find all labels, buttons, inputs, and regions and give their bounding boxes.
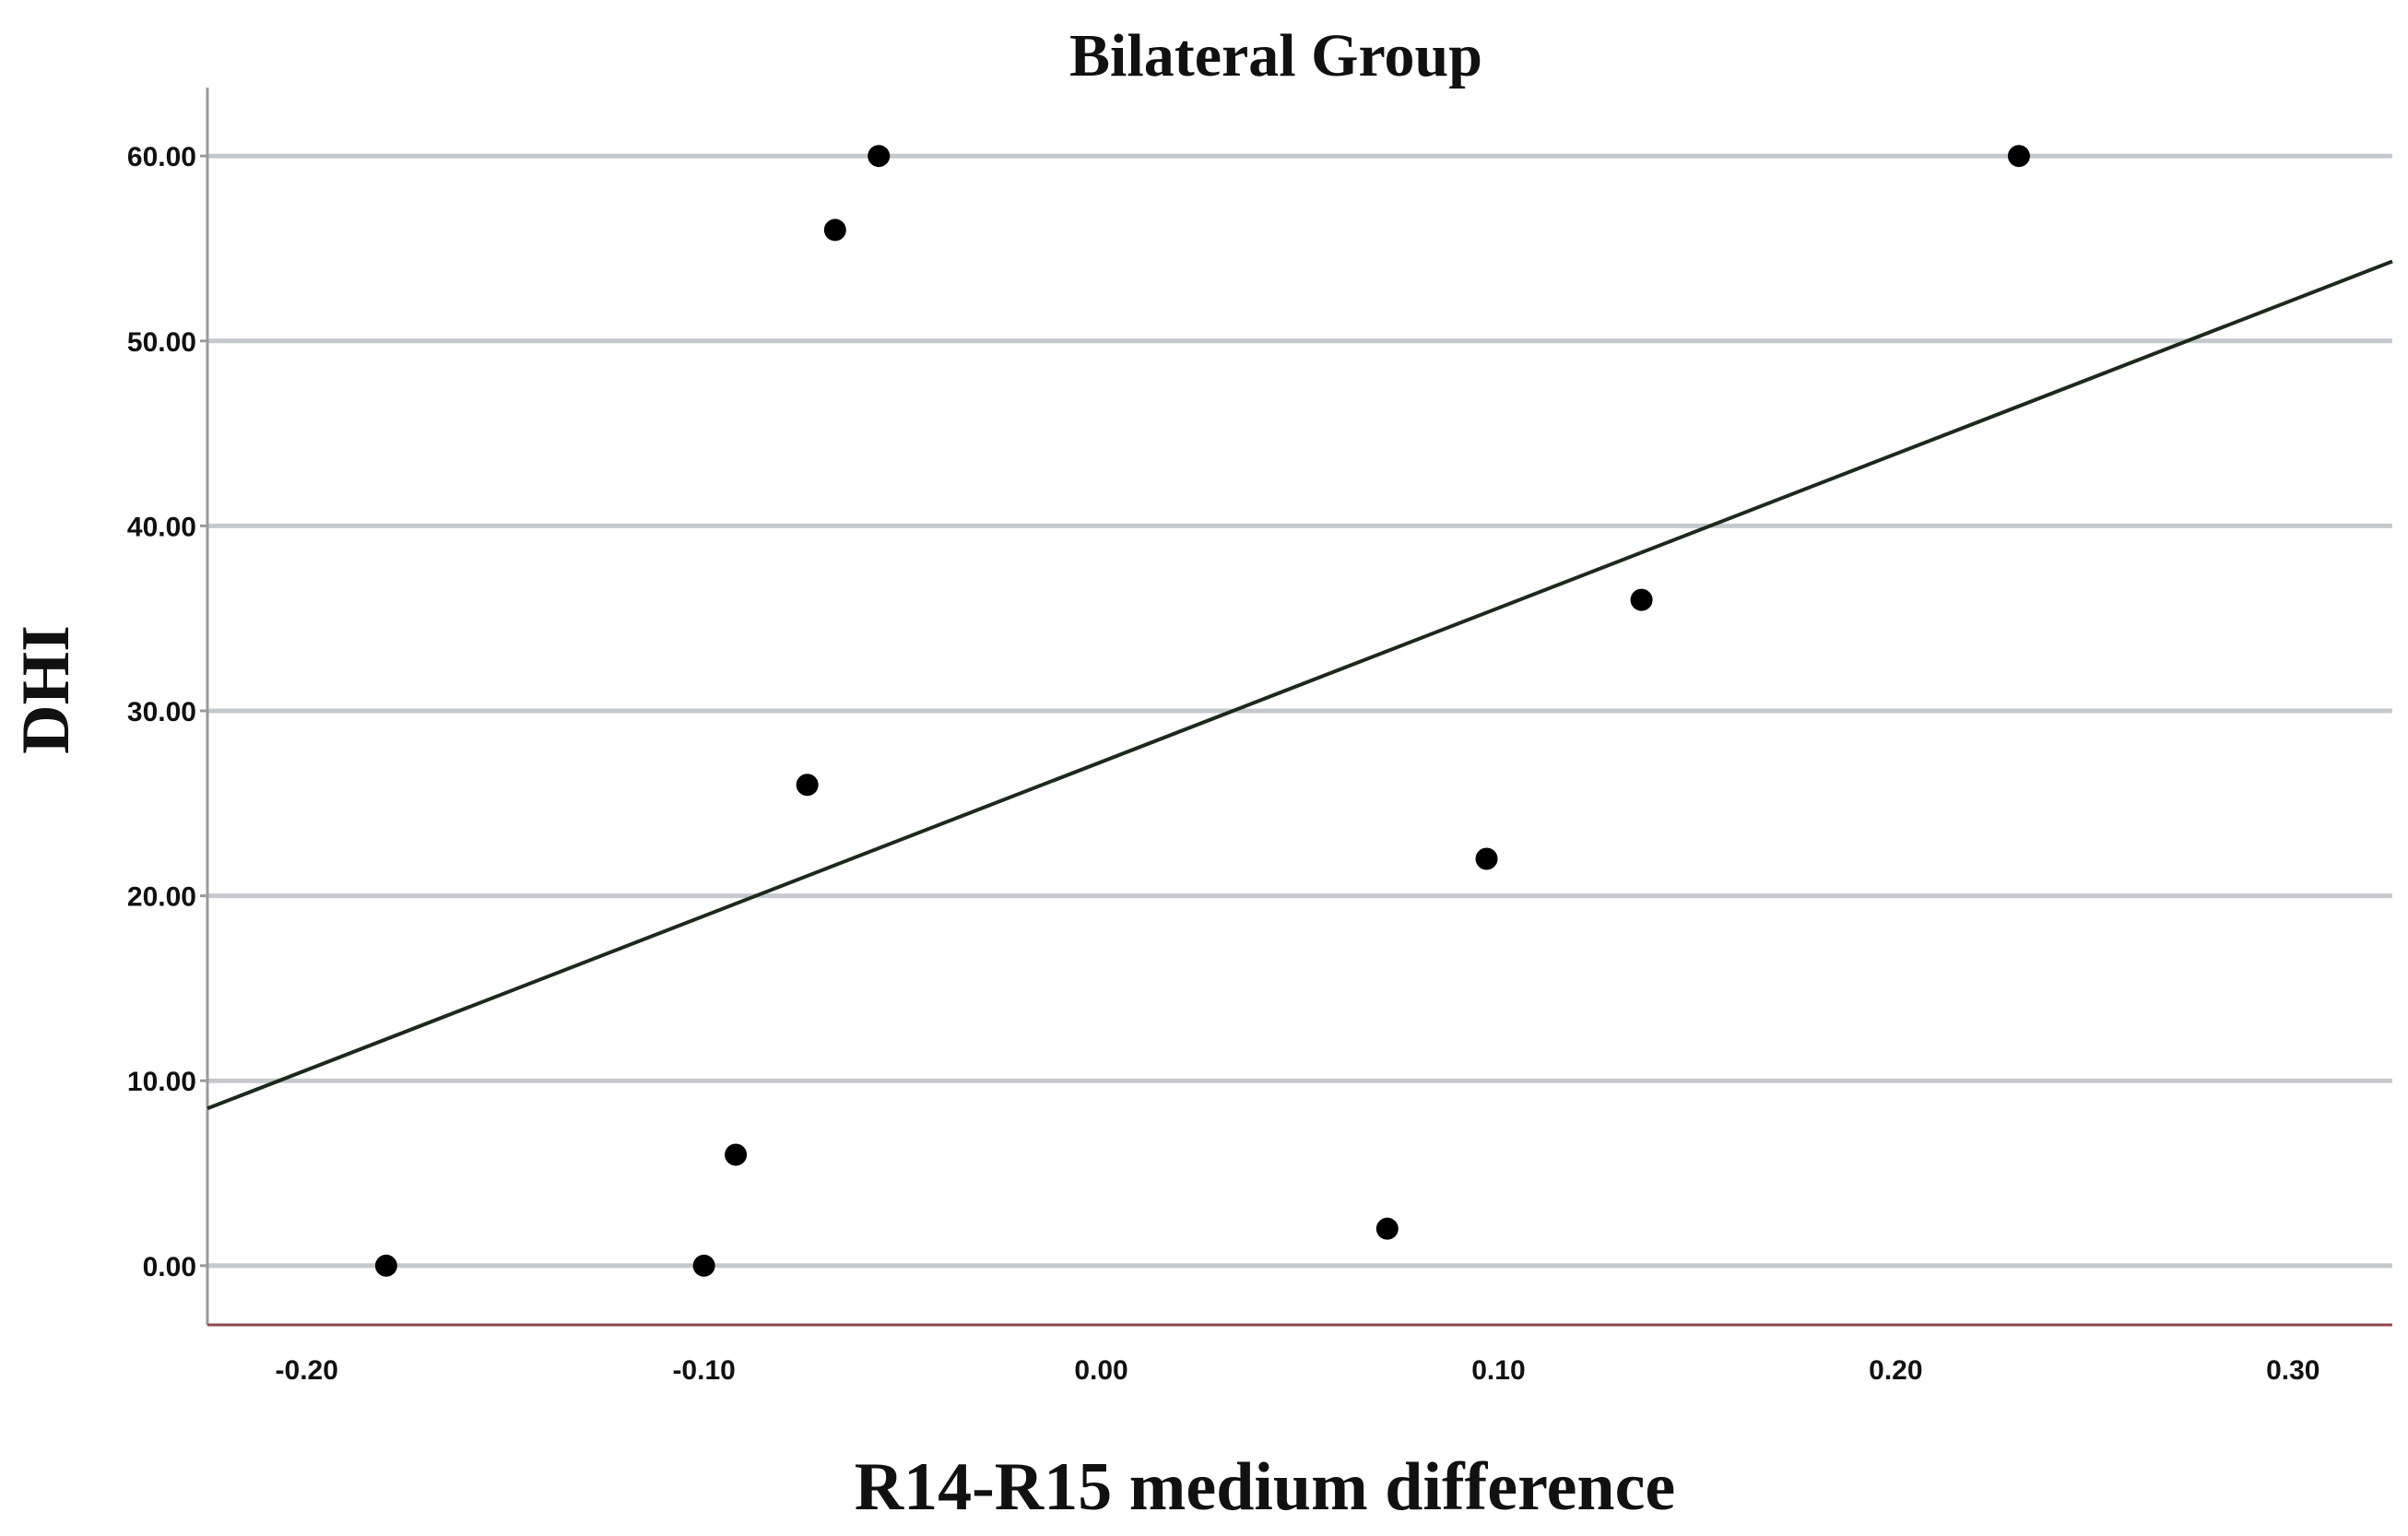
y-tick-label: 60.00: [127, 142, 196, 172]
data-points: [374, 145, 2030, 1277]
regression-fit-line: [207, 259, 2393, 1111]
y-tick-label: 40.00: [127, 512, 196, 542]
x-axis-label: R14-R15 medium difference: [855, 1449, 1676, 1525]
y-tick-label: 0.00: [143, 1252, 196, 1282]
data-point: [868, 145, 891, 168]
data-point: [692, 1254, 715, 1277]
data-point: [1630, 588, 1653, 611]
chart-title: Bilateral Group: [1069, 22, 1482, 89]
x-tick-label: 0.10: [1471, 1355, 1525, 1386]
y-tick-label: 10.00: [127, 1067, 196, 1097]
data-point: [1475, 847, 1498, 870]
data-point: [823, 219, 846, 242]
y-axis-label: DHI: [8, 625, 84, 754]
gridlines: [207, 153, 2392, 1269]
y-tick-label: 30.00: [127, 697, 196, 727]
x-tick-label: 0.30: [2266, 1355, 2319, 1386]
x-tick-label: 0.20: [1869, 1355, 1922, 1386]
data-point: [796, 774, 819, 797]
x-tick-label: -0.10: [672, 1355, 735, 1386]
x-tick-label: -0.20: [276, 1355, 338, 1386]
data-point: [374, 1254, 397, 1277]
data-point: [1375, 1217, 1399, 1240]
data-point: [2007, 145, 2030, 168]
y-tick-labels: 0.00 10.00 20.00 30.00 40.00 50.00 60.00: [127, 142, 207, 1282]
y-tick-label: 20.00: [127, 882, 196, 913]
x-tick-labels: -0.20 -0.10 0.00 0.10 0.20 0.30: [276, 1355, 2320, 1386]
x-tick-label: 0.00: [1074, 1355, 1127, 1386]
y-tick-label: 50.00: [127, 327, 196, 358]
data-point: [725, 1143, 748, 1166]
axes: [206, 88, 2392, 1327]
fit-line-group: [207, 259, 2393, 1111]
